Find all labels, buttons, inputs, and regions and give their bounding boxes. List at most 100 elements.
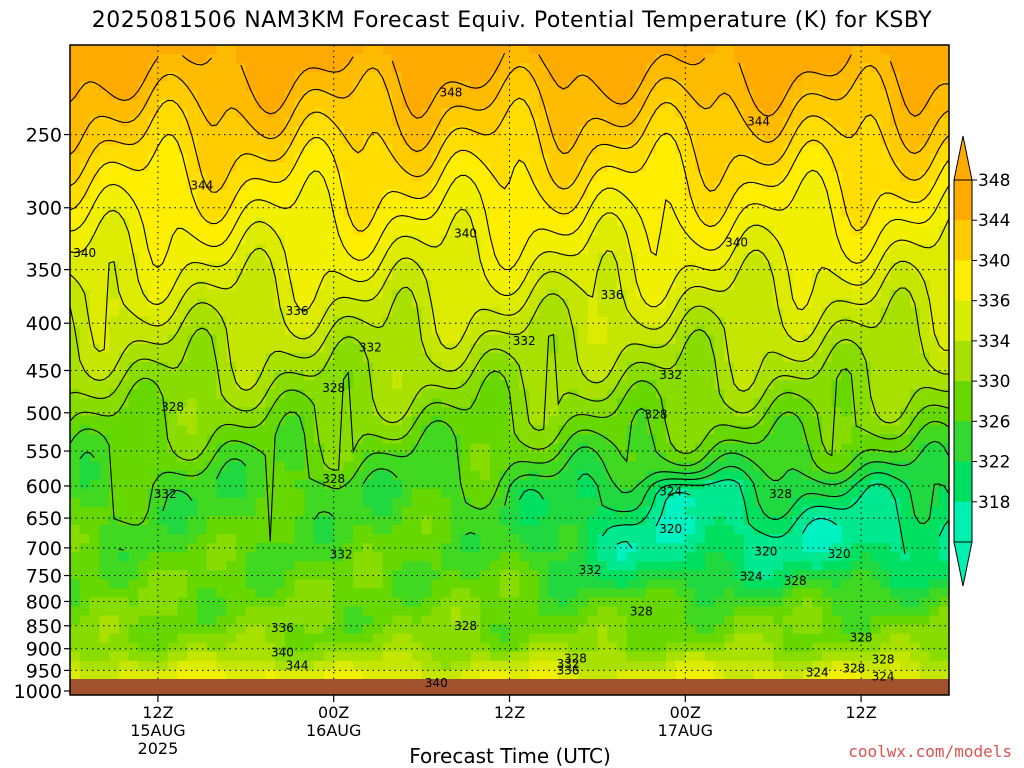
contour-328 [70,407,949,542]
contour-lines [70,52,949,555]
y-tick-label: 750 [26,566,62,588]
contour-label: 340 [725,235,748,249]
credit-text: coolwx.com/models [848,742,1012,761]
contour-338 [70,208,949,312]
contour-label: 344 [190,179,213,193]
y-tick-label: 250 [26,125,62,147]
x-tick-label: 12Z [845,703,876,722]
contour-label: 340 [271,645,294,659]
y-tick-label: 550 [26,441,62,463]
contour-label: 328 [842,661,865,675]
contour-label: 332 [659,368,682,382]
y-tick-label: 950 [26,660,62,682]
y-tick-label: 700 [26,538,62,560]
contour-label: 348 [439,85,462,99]
contour-label: 328 [564,651,587,665]
contour-label: 324 [659,484,682,498]
contour-322 [601,479,949,555]
colorbar-segment [954,260,972,302]
ground-strip [70,679,949,695]
colorbar-tick-label: 344 [978,211,1010,231]
x-tick-label: 00Z [670,703,701,722]
contour-label: 328 [769,487,792,501]
contour-label: 332 [557,657,580,671]
contour-label: 324 [740,570,763,584]
contour-label: 336 [557,663,580,677]
contour-label: 320 [828,547,851,561]
y-tick-label: 900 [26,639,62,661]
x-tick-label: 12Z [142,703,173,722]
colorbar-top-arrow [953,135,973,181]
contour-label: 328 [645,407,668,421]
contour-340 [70,169,949,271]
colorbar-tick-label: 330 [978,372,1010,392]
x-tick-label: 00Z [318,703,349,722]
contour-label: 320 [754,544,777,558]
contour-332 [70,327,949,431]
contour-label: 328 [872,653,895,667]
contour-label: 320 [659,522,682,536]
y-tick-label: 400 [26,313,62,335]
colorbar-bottom-arrow [953,541,973,587]
colorbar-segment [954,300,972,342]
chart-title: 2025081506 NAM3KM Forecast Equiv. Potent… [91,8,933,33]
contour-320 [616,491,838,548]
y-axis: 2503003504004505005506006507007508008509… [14,125,70,703]
x-tick-label: 12Z [494,703,525,722]
contour-label: 340 [73,246,96,260]
contour-348 [70,52,949,119]
colorbar-tick-label: 340 [978,251,1010,271]
y-tick-label: 800 [26,591,62,613]
grid [70,45,949,692]
colorbar-segment [954,421,972,462]
contour-label: 328 [850,630,873,644]
y-tick-label: 650 [26,508,62,530]
contour-label: 324 [872,670,895,684]
colorbar: 348 344 340 336 334 330 326 322 318 [953,135,1010,587]
contour-label: 336 [601,288,624,302]
contour-label: 332 [579,563,602,577]
contour-label: 332 [359,341,382,355]
theta-e-field [70,45,949,679]
colorbar-tick-label: 322 [978,453,1010,473]
y-tick-label: 500 [26,403,62,425]
colorbar-tick-label: 336 [978,292,1010,312]
x-tick-label: 15AUG [130,721,185,740]
colorbar-frame [953,179,973,543]
contour-label: 328 [322,472,345,486]
contour-label: 340 [425,676,448,690]
colorbar-tick-label: 326 [978,412,1010,432]
colorbar-segment [954,501,972,543]
y-tick-label: 450 [26,360,62,382]
colorbar-tick-label: 348 [978,171,1010,191]
y-tick-label: 600 [26,476,62,498]
contour-label: 340 [454,227,477,241]
colorbar-tick-label: 334 [978,332,1010,352]
contour-label: 344 [747,115,770,129]
contour-label: 332 [513,334,536,348]
contour-label: 332 [154,487,177,501]
y-tick-label: 300 [26,198,62,220]
colorbar-segment [954,340,972,382]
y-tick-label: 1000 [14,681,62,703]
colorbar-segment [954,220,972,261]
contour-324 [518,465,949,524]
contour-label: 336 [271,621,294,635]
contour-label: 336 [286,304,309,318]
contour-label: 328 [454,619,477,633]
contour-label: 328 [784,574,807,588]
contour-label: 328 [161,400,184,414]
contour-label: 328 [322,381,345,395]
contour-label: 332 [330,548,353,562]
x-tick-label: 17AUG [658,721,713,740]
colorbar-segment [954,461,972,503]
y-tick-label: 850 [26,616,62,638]
x-tick-label: 2025 [138,739,179,758]
contour-326 [79,440,949,551]
contour-label: 328 [630,604,653,618]
x-axis-title: Forecast Time (UTC) [409,744,611,768]
colorbar-tick-label: 318 [978,493,1010,513]
